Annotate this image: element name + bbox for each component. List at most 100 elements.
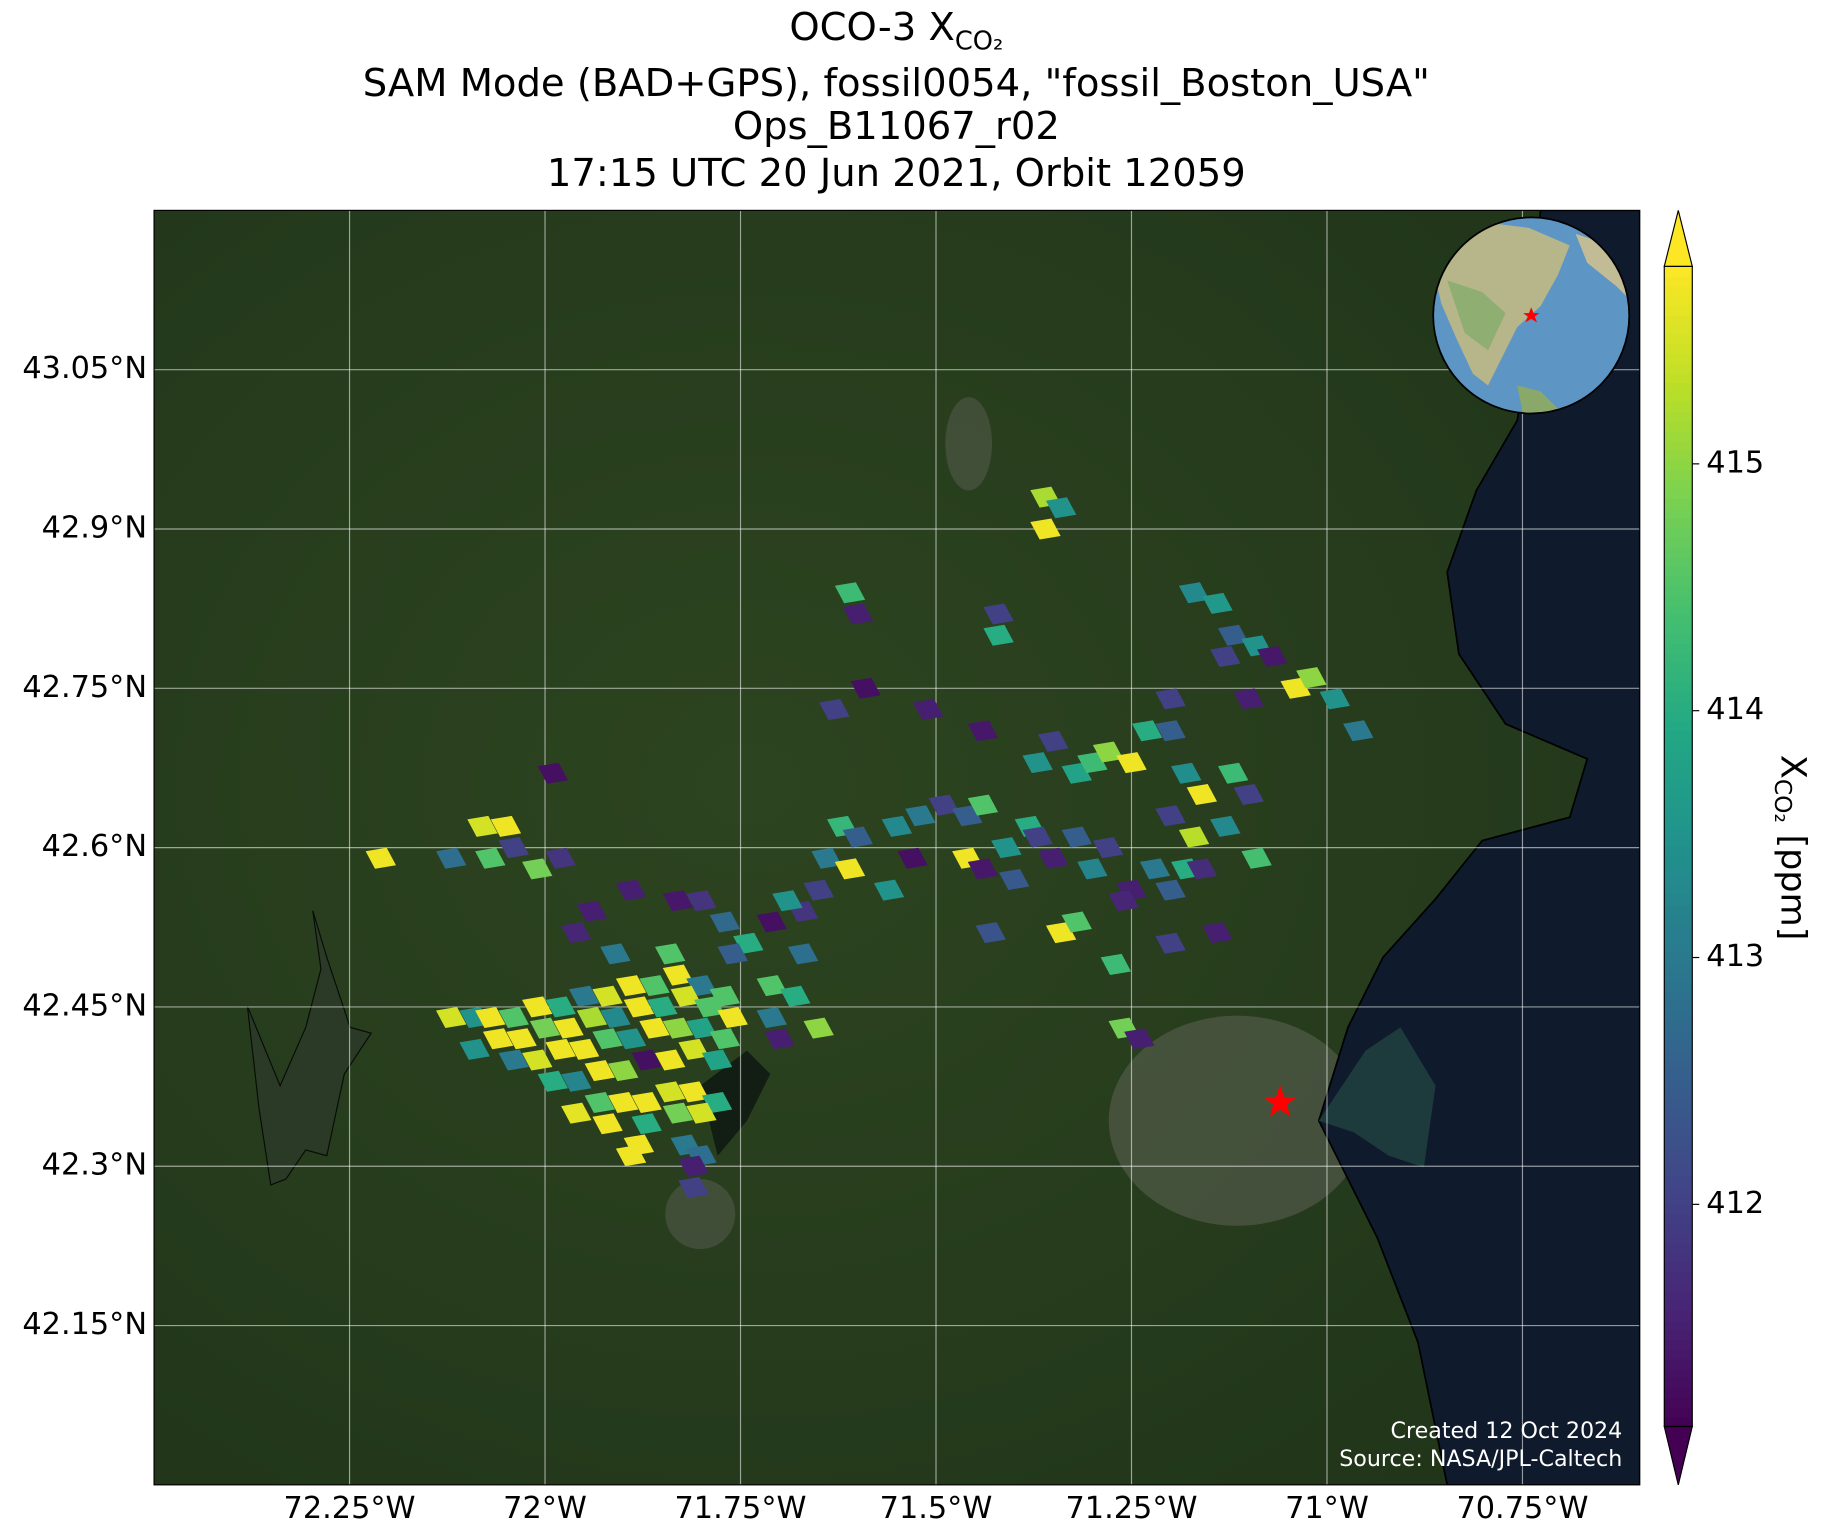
colorbar-segment <box>1664 1107 1693 1118</box>
sounding <box>670 985 701 1007</box>
sounding <box>592 1028 623 1050</box>
sounding <box>584 1092 615 1114</box>
colorbar-segment <box>1664 459 1693 471</box>
colorbar-segment <box>1664 1088 1693 1099</box>
colorbar-segment <box>1664 1368 1693 1379</box>
colorbar-segment <box>1664 943 1693 954</box>
colorbar-segment <box>1664 769 1693 780</box>
colorbar-segment <box>1664 266 1693 277</box>
globe-land <box>1433 222 1570 386</box>
colorbar-segment <box>1664 450 1693 461</box>
colorbar-extend-bottom <box>1663 1425 1694 1485</box>
colorbar-segment <box>1664 556 1693 567</box>
sounding <box>1116 752 1147 774</box>
colorbar-label-subscript: CO₂ <box>1770 779 1798 823</box>
sounding <box>897 847 928 869</box>
sounding <box>881 815 913 837</box>
sounding <box>1319 688 1350 710</box>
colorbar-label-suffix: [ppm] <box>1772 835 1812 941</box>
sounding <box>631 1092 662 1114</box>
harbor <box>1318 1027 1436 1168</box>
colorbar-segment <box>1664 1358 1693 1370</box>
colorbar-segment <box>1664 875 1693 886</box>
sounding <box>459 1038 490 1060</box>
colorbar-segment <box>1664 662 1693 674</box>
colorbar-tick-label: 413 <box>1706 939 1764 974</box>
sounding <box>537 1070 569 1092</box>
sounding <box>522 858 553 880</box>
colorbar-segment <box>1664 575 1693 587</box>
y-tick-label: 42.45°N <box>22 988 147 1023</box>
colorbar-segment <box>1664 865 1693 877</box>
sounding <box>1217 624 1249 646</box>
colorbar-segment <box>1664 527 1693 538</box>
sounding <box>709 1028 741 1050</box>
x-tick-label: 71.25°W <box>1066 1491 1198 1526</box>
sounding <box>686 890 717 912</box>
credit: Source: NASA/JPL-Caltech <box>1339 1446 1622 1472</box>
urban-area <box>1108 1015 1366 1226</box>
y-tick-label: 42.6°N <box>42 829 147 864</box>
colorbar-segment <box>1664 430 1693 442</box>
colorbar-segment <box>1664 720 1693 732</box>
globe-target <box>1523 307 1540 323</box>
colorbar-segment <box>1664 633 1693 645</box>
colorbar-segment <box>1664 1175 1693 1186</box>
colorbar-segment <box>1664 517 1693 529</box>
colorbar: 412 413 414 415 <box>1663 210 1764 1485</box>
sounding <box>756 975 787 997</box>
sounding <box>561 1102 592 1124</box>
colorbar-segment <box>1664 778 1693 790</box>
sounding <box>1233 688 1264 710</box>
colorbar-segment <box>1664 1271 1693 1283</box>
sounding <box>568 985 600 1007</box>
sounding <box>1045 497 1077 519</box>
x-tick-label: 71°W <box>1285 1491 1369 1526</box>
colorbar-segment <box>1664 1281 1693 1292</box>
sounding <box>482 1028 514 1050</box>
colorbar-segment <box>1664 972 1693 983</box>
sounding <box>819 699 850 721</box>
colorbar-segment <box>1664 334 1693 345</box>
colorbar-segment <box>1664 1001 1693 1012</box>
sounding <box>537 762 569 784</box>
sounding <box>1202 922 1233 944</box>
colorbar-segment <box>1664 711 1693 722</box>
sounding <box>1155 688 1186 710</box>
y-tick-label: 42.3°N <box>42 1148 147 1183</box>
sounding <box>608 1092 639 1114</box>
sounding <box>506 1028 537 1050</box>
sounding <box>576 1007 608 1029</box>
colorbar-segment <box>1664 1242 1693 1254</box>
globe-outline <box>1432 216 1631 415</box>
colorbar-segment <box>1664 1213 1693 1225</box>
colorbar-label-text: X <box>1772 755 1812 779</box>
colorbar-segment <box>1664 1397 1693 1408</box>
sounding <box>436 847 467 869</box>
sounding <box>553 1017 584 1039</box>
sounding <box>1343 720 1374 742</box>
x-tick-label: 70.75°W <box>1456 1491 1588 1526</box>
colorbar-segment <box>1664 653 1693 664</box>
colorbar-segment <box>1664 295 1693 306</box>
sounding <box>678 1038 709 1060</box>
colorbar-segment <box>1664 382 1693 393</box>
colorbar-segment <box>1664 904 1693 915</box>
colorbar-segment <box>1664 991 1693 1002</box>
colorbar-segment <box>1664 314 1693 326</box>
sounding <box>561 922 592 944</box>
sounding <box>1061 826 1092 848</box>
colorbar-segment <box>1664 1165 1693 1176</box>
colorbar-segment <box>1664 1020 1693 1031</box>
y-tick-label: 42.15°N <box>22 1307 147 1342</box>
sounding <box>756 911 787 933</box>
colorbar-segment <box>1664 1320 1693 1331</box>
colorbar-segment <box>1664 894 1693 906</box>
sounding <box>647 996 678 1018</box>
y-tick-label: 43.05°N <box>22 351 147 386</box>
sounding <box>1155 879 1186 901</box>
colorbar-extend-top <box>1663 210 1694 267</box>
colorbar-segment <box>1664 1252 1693 1263</box>
sounding <box>1139 858 1171 880</box>
